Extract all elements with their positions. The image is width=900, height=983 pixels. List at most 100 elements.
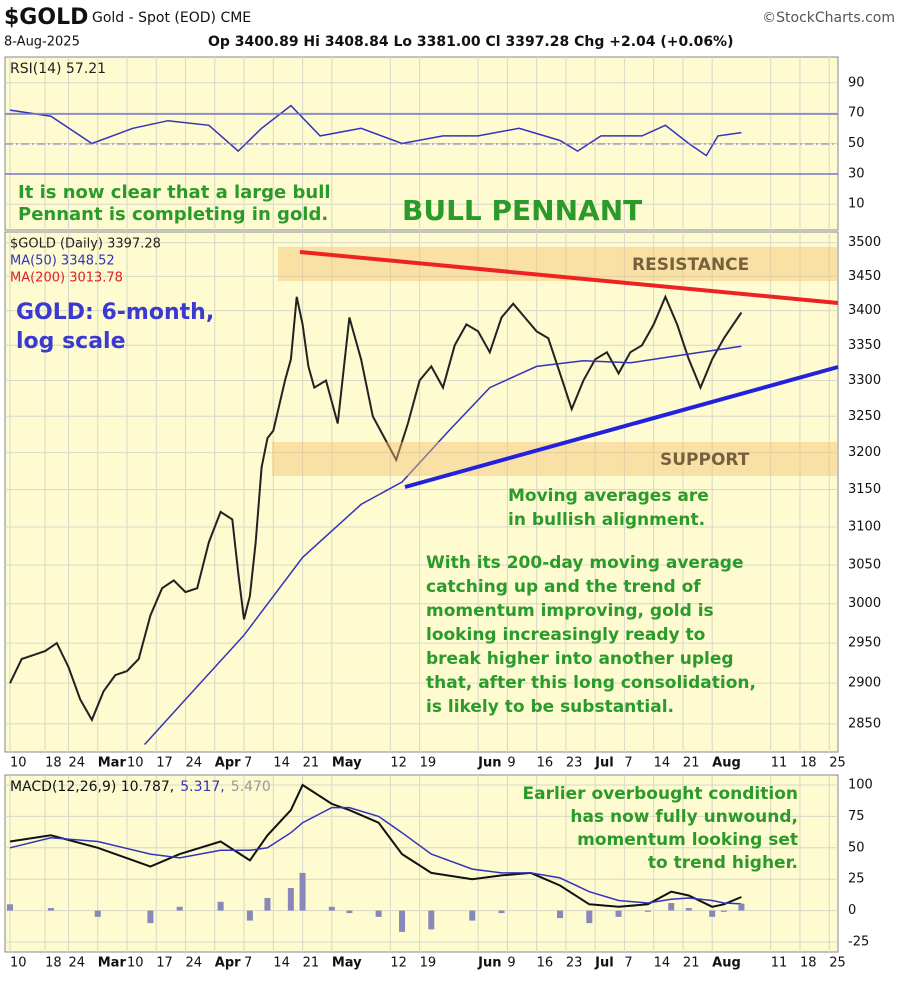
x-tick-label: Mar — [98, 756, 127, 771]
instrument-name: Gold - Spot (EOD) CME — [92, 10, 251, 26]
x-tick-label: 19 — [420, 756, 437, 771]
x-tick-label: 7 — [624, 756, 632, 771]
series-line — [9, 294, 743, 723]
y-tick-label: 2950 — [848, 636, 881, 651]
annotation: is likely to be substantial. — [426, 697, 674, 717]
legend-entry: 5.470 — [231, 779, 271, 795]
histogram-bar — [246, 910, 253, 921]
x-tick-label: 10 — [127, 956, 144, 971]
x-tick-label: 12 — [390, 756, 407, 771]
y-tick-label: 3150 — [848, 482, 881, 497]
x-tick-label: 10 — [10, 956, 27, 971]
y-tick-label: 3050 — [848, 558, 881, 573]
annotation: to trend higher. — [648, 853, 798, 873]
histogram-bar — [738, 903, 745, 911]
histogram-bar — [685, 908, 692, 911]
x-tick-label: 18 — [45, 956, 62, 971]
histogram-bar — [720, 910, 727, 912]
x-tick-label: 14 — [654, 756, 671, 771]
annotation: With its 200-day moving average — [426, 553, 744, 573]
x-tick-label: 21 — [303, 756, 320, 771]
x-tick-label: 21 — [303, 956, 320, 971]
y-tick-label: 30 — [848, 166, 865, 181]
legend-entry: $GOLD (Daily) 3397.28 — [10, 237, 161, 252]
histogram-bar — [557, 910, 564, 919]
x-tick-label: 25 — [829, 956, 846, 971]
plot — [9, 104, 742, 157]
histogram-bar — [498, 910, 505, 914]
annotation: Moving averages are — [508, 486, 709, 506]
series-line — [9, 104, 742, 157]
histogram-bar — [469, 910, 476, 921]
x-tick-label: 10 — [10, 756, 27, 771]
plot — [6, 783, 745, 932]
x-tick-label: 16 — [537, 756, 554, 771]
x-tick-label: 18 — [800, 956, 817, 971]
y-tick-label: 50 — [848, 136, 865, 151]
annotation: momentum looking set — [577, 830, 798, 850]
legend-entry: RSI(14) 57.21 — [10, 61, 106, 77]
x-tick-label: 14 — [654, 956, 671, 971]
histogram-bar — [709, 910, 716, 917]
histogram-bar — [264, 898, 271, 911]
x-tick-label: 23 — [566, 756, 583, 771]
x-tick-label: 11 — [771, 756, 788, 771]
x-tick-label: 18 — [800, 756, 817, 771]
y-tick-label: 3000 — [848, 596, 881, 611]
x-tick-label: 16 — [537, 956, 554, 971]
x-tick-label: 9 — [507, 756, 515, 771]
y-tick-label: 3300 — [848, 373, 881, 388]
annotation: momentum improving, gold is — [426, 601, 714, 621]
histogram-bar — [428, 910, 435, 930]
y-tick-label: 2850 — [848, 716, 881, 731]
y-tick-label: 3200 — [848, 445, 881, 460]
histogram-bar — [217, 901, 224, 911]
y-tick-label: 100 — [848, 778, 873, 793]
x-tick-label: 14 — [273, 956, 290, 971]
histogram-bar — [147, 910, 154, 924]
annotation-title: BULL PENNANT — [402, 194, 642, 227]
x-tick-label: Apr — [215, 756, 241, 771]
histogram-bar — [328, 906, 335, 911]
series-line — [144, 345, 742, 746]
histogram-bar — [6, 904, 13, 911]
x-tick-label: 17 — [156, 956, 173, 971]
x-tick-label: 24 — [186, 756, 203, 771]
histogram-bar — [399, 910, 406, 932]
y-tick-label: 3350 — [848, 338, 881, 353]
plot — [9, 294, 743, 746]
y-tick-label: 2900 — [848, 676, 881, 691]
x-tick-label: 19 — [420, 956, 437, 971]
x-tick-label: 24 — [68, 956, 85, 971]
series-line — [9, 806, 742, 905]
x-tick-label: May — [332, 956, 362, 971]
legend-entry: MACD(12,26,9) 10.787, — [10, 779, 174, 795]
annotation: break higher into another upleg — [426, 649, 734, 669]
x-tick-label: 17 — [156, 756, 173, 771]
y-tick-label: 0 — [848, 903, 856, 918]
x-tick-label: 21 — [683, 756, 700, 771]
annotation: log scale — [16, 329, 126, 354]
y-tick-label: 50 — [848, 840, 865, 855]
y-tick-label: 75 — [848, 809, 865, 824]
x-tick-label: Jul — [594, 756, 614, 771]
annotation: looking increasingly ready to — [426, 625, 705, 645]
y-tick-label: 70 — [848, 106, 865, 121]
histogram-bar — [287, 887, 294, 911]
x-tick-label: Aug — [712, 756, 741, 771]
x-tick-label: 24 — [68, 756, 85, 771]
y-tick-label: 3500 — [848, 235, 881, 250]
x-tick-label: Mar — [98, 956, 127, 971]
annotation: that, after this long consolidation, — [426, 673, 756, 693]
histogram-bar — [47, 908, 54, 911]
symbol: $GOLD — [4, 5, 88, 30]
y-tick-label: 3450 — [848, 269, 881, 284]
y-tick-label: 3250 — [848, 409, 881, 424]
histogram-bar — [615, 910, 622, 917]
overlays — [5, 113, 839, 489]
x-tick-label: Apr — [215, 956, 241, 971]
source: ©StockCharts.com — [762, 10, 895, 26]
x-tick-label: 7 — [244, 756, 252, 771]
x-tick-label: 12 — [390, 956, 407, 971]
x-tick-label: Jul — [594, 956, 614, 971]
